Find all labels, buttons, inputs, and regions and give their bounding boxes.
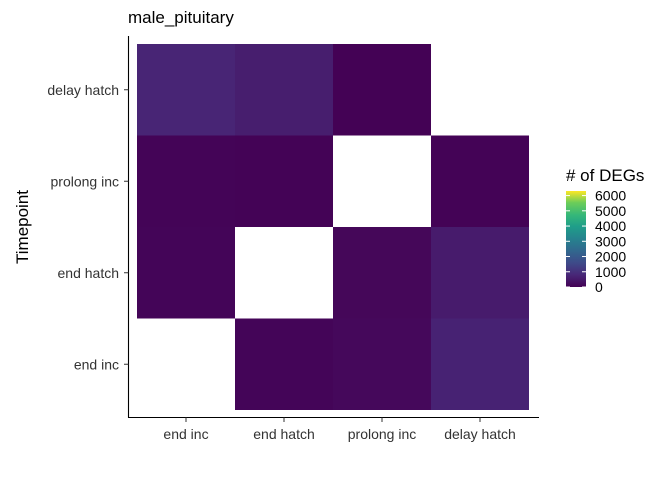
x-tick-label: end inc <box>163 426 208 442</box>
y-tick-label: end hatch <box>58 265 120 281</box>
chart-title: male_pituitary <box>128 8 234 27</box>
heatmap-cell <box>333 227 431 319</box>
heatmap-cell <box>431 318 529 410</box>
heatmap-cell <box>431 227 529 319</box>
y-axis-title: Timepoint <box>13 190 32 264</box>
x-axis-ticks: end inc end hatch prolong inc delay hatch <box>163 417 516 442</box>
heatmap-cell <box>235 318 333 410</box>
y-tick-label: prolong inc <box>51 173 120 189</box>
y-tick-label: end inc <box>74 356 119 372</box>
heatmap-cell <box>333 318 431 410</box>
legend-title: # of DEGs <box>566 166 644 185</box>
heatmap-cell <box>431 135 529 227</box>
legend-tick-label: 2000 <box>595 249 626 265</box>
heatmap-cell <box>137 227 235 319</box>
legend-tick-label: 5000 <box>595 203 626 219</box>
heatmap-cell <box>137 135 235 227</box>
x-tick-label: delay hatch <box>444 426 516 442</box>
heatmap-cell <box>235 135 333 227</box>
x-tick-label: prolong inc <box>348 426 417 442</box>
legend-tick-label: 6000 <box>595 188 626 204</box>
heatmap-cells <box>137 44 529 410</box>
heatmap-cell <box>333 44 431 136</box>
legend-tick-label: 1000 <box>595 264 626 280</box>
legend-tick-label: 3000 <box>595 233 626 249</box>
y-axis-ticks: end inc end hatch prolong inc delay hatch <box>47 82 129 372</box>
heatmap-cell <box>137 44 235 136</box>
legend-colorbar <box>566 191 586 287</box>
legend-tick-label: 0 <box>595 279 603 295</box>
y-tick-label: delay hatch <box>47 82 119 98</box>
legend-tick-label: 4000 <box>595 218 626 234</box>
heatmap-cell <box>235 44 333 136</box>
x-tick-label: end hatch <box>253 426 315 442</box>
